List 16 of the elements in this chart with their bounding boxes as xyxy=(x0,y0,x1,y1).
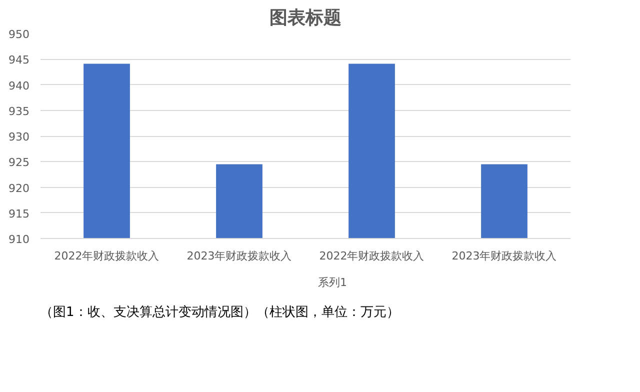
x-tick-label: 2022年财政拨款收入 xyxy=(319,250,424,262)
y-tick-label: 925 xyxy=(8,156,30,170)
text: 系列1 xyxy=(318,274,347,290)
y-tick-label: 945 xyxy=(8,54,30,67)
text: （图1：收、支决算总计变动情况图）（柱状图，单位：万元） xyxy=(40,304,400,322)
chart-title: 图表标题 xyxy=(270,8,342,28)
y-tick-label: 940 xyxy=(8,79,30,92)
x-tick-label: 2023年财政拨款收入 xyxy=(452,250,557,262)
x-tick-label: 2023年财政拨款收入 xyxy=(186,250,292,262)
x-tick-label: 2022年财政拨款收入 xyxy=(54,250,160,262)
y-tick-label: 910 xyxy=(8,233,30,246)
y-tick-label: 950 xyxy=(8,28,30,41)
y-tick-label: 915 xyxy=(8,207,30,220)
y-tick-label: 930 xyxy=(8,130,30,144)
y-tick-label: 920 xyxy=(8,182,30,195)
y-tick-label: 935 xyxy=(8,104,30,118)
